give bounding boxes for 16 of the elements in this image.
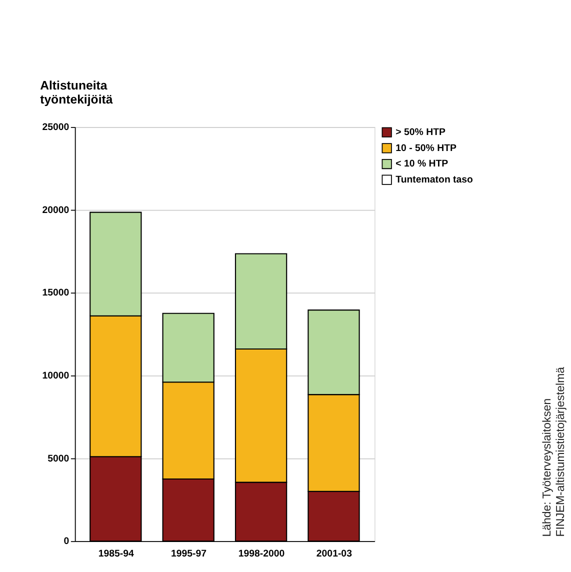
x-tick-label: 1995-97 — [171, 548, 207, 560]
legend-label: < 10 % HTP — [396, 158, 449, 170]
y-axis-title: Altistuneita työntekijöitä — [40, 78, 113, 107]
text: Lähde: Työterveyslaitoksen FINJEM-altistumistietojärjestelmä — [542, 366, 567, 537]
y-tick-label: 5000 — [48, 453, 70, 464]
legend-label: > 50% HTP — [396, 126, 446, 138]
legend-label: 10 - 50% HTP — [396, 142, 458, 154]
y-tick-label: 20000 — [42, 204, 70, 216]
y-tick-label: 0 — [64, 536, 70, 548]
y-tick-label: 15000 — [42, 288, 70, 299]
x-tick-label: 1985-94 — [98, 548, 134, 560]
x-tick-label: 2001-03 — [316, 548, 353, 560]
x-tick-label: 1998-2000 — [238, 548, 285, 560]
legend-label: Tuntematon taso — [396, 174, 474, 186]
y-tick-label: 25000 — [42, 122, 70, 134]
y-tick-label: 10000 — [42, 370, 70, 382]
